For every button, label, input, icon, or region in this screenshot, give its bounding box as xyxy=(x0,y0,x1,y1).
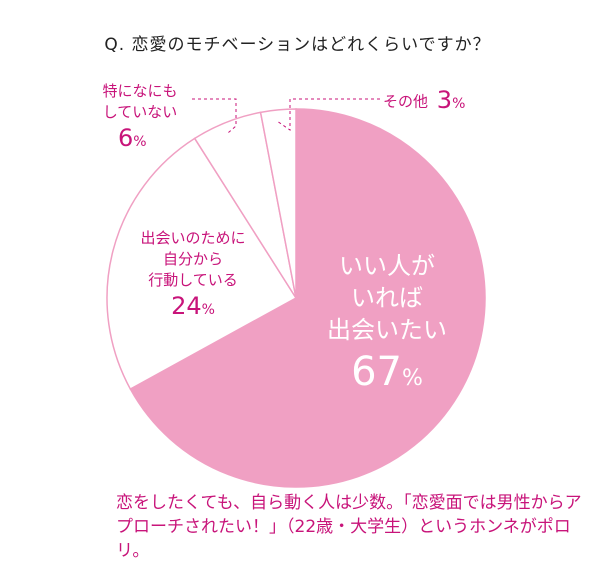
slice-value-24-number: 24 xyxy=(171,292,202,320)
slice-label-24-line-1: 出会いのために xyxy=(140,229,246,247)
slice-value-3-unit: % xyxy=(452,96,466,112)
pie-chart xyxy=(106,98,486,488)
slice-label-6: 特になにも していない 6% xyxy=(92,81,188,157)
pie-slice-67 xyxy=(129,108,486,488)
slice-label-3: その他 3% xyxy=(383,85,493,119)
slice-value-24: 24% xyxy=(125,291,261,325)
pie-slice-3 xyxy=(259,108,297,299)
slice-label-67: いい人が いれば 出会いたい 67% xyxy=(312,250,462,405)
slice-value-67: 67% xyxy=(312,346,462,405)
slice-value-67-unit: % xyxy=(402,366,423,391)
question-title: Q. 恋愛のモチベーションはどれくらいですか？ xyxy=(104,35,491,55)
slice-label-6-line-1: 特になにも xyxy=(102,82,178,100)
slice-label-67-line-1: いい人が xyxy=(339,252,435,280)
caption-text: 恋をしたくても、自ら動く人は少数。「恋愛面では男性からアプローチされたい！」（2… xyxy=(116,493,582,561)
slice-value-6: 6% xyxy=(92,123,188,157)
pie-slice-24 xyxy=(106,137,298,391)
slice-value-6-unit: % xyxy=(133,134,147,150)
slice-value-24-unit: % xyxy=(201,302,215,318)
slice-value-3: 3% xyxy=(437,86,466,114)
slice-label-67-line-2: いれば xyxy=(351,284,423,312)
slice-label-3-line-1: その他 xyxy=(383,92,429,111)
slice-label-24: 出会いのために 自分から 行動している 24% xyxy=(125,228,261,325)
slice-label-24-line-3: 行動している xyxy=(148,271,238,289)
slice-value-67-number: 67 xyxy=(351,349,402,395)
slice-label-67-line-3: 出会いたい xyxy=(327,316,447,344)
slice-value-6-number: 6 xyxy=(118,124,134,152)
leader-line-3 xyxy=(277,98,380,131)
slice-label-6-line-2: していない xyxy=(102,103,178,121)
slice-value-3-number: 3 xyxy=(436,86,453,114)
slice-label-24-line-2: 自分から xyxy=(162,250,223,268)
